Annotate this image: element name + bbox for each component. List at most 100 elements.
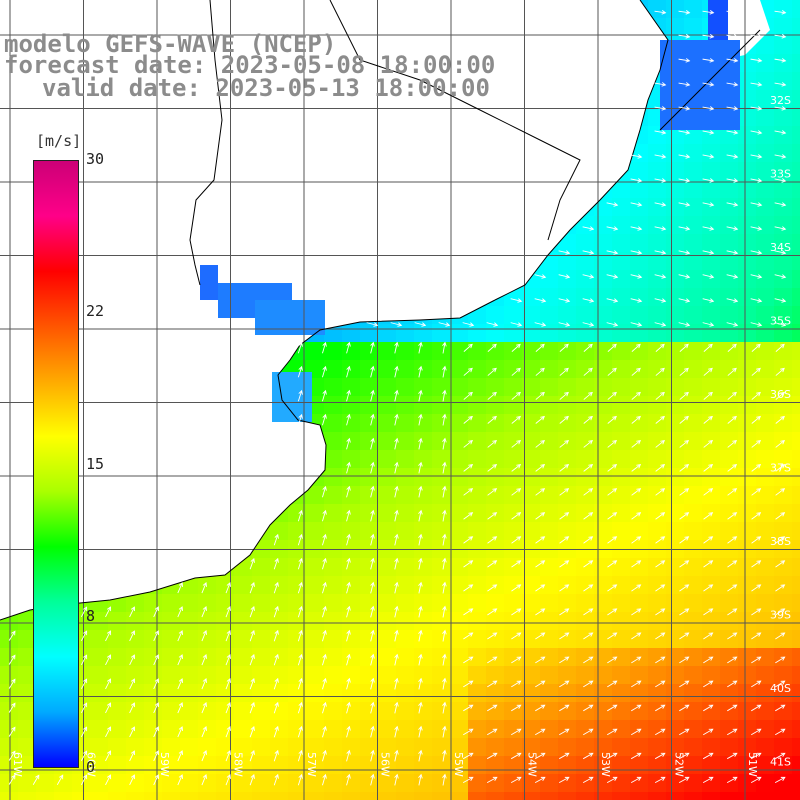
wind-arrow (607, 391, 617, 400)
lat-label-37S: 37S (770, 462, 791, 475)
wind-arrow (751, 367, 761, 376)
wind-arrow (201, 726, 207, 738)
wind-arrow (655, 464, 666, 472)
wind-arrow (463, 704, 474, 712)
wind-arrow (390, 322, 403, 327)
wind-arrow (583, 367, 593, 376)
wind-arrow (775, 680, 786, 688)
wind-arrow (727, 728, 738, 736)
wind-arrow (558, 274, 571, 279)
wind-arrow (297, 509, 303, 522)
wind-arrow (370, 725, 375, 738)
wind-arrow (727, 680, 738, 688)
wind-arrow (487, 391, 497, 400)
lon-label-56W: 56W (379, 752, 392, 777)
wind-arrow (462, 776, 474, 784)
wind-arrow (679, 632, 690, 640)
wind-arrow (418, 413, 423, 426)
wind-arrow (8, 678, 16, 689)
wind-arrow (442, 341, 447, 354)
wind-arrow (370, 557, 375, 570)
wind-arrow (726, 154, 739, 159)
wind-arrow (751, 439, 762, 448)
wind-arrow (606, 752, 618, 760)
wind-arrow (322, 341, 327, 354)
wind-arrow (775, 512, 786, 520)
wind-arrow (727, 512, 738, 520)
wind-arrow (559, 728, 570, 736)
wind-arrow (559, 536, 570, 544)
wind-arrow (297, 773, 303, 786)
wind-arrow (249, 653, 255, 666)
wind-arrow (774, 34, 787, 39)
wind-arrow (535, 704, 546, 712)
wind-arrow (630, 274, 643, 279)
lat-label-36S: 36S (770, 388, 791, 401)
wind-arrow (775, 656, 786, 664)
wind-arrow (370, 485, 375, 498)
wind-arrow (273, 701, 279, 714)
wind-arrow (630, 298, 643, 303)
wind-arrow (607, 704, 618, 712)
wind-arrow (486, 752, 498, 760)
wind-arrow (177, 630, 184, 642)
wind-arrow (654, 250, 667, 255)
wind-arrow (774, 298, 787, 303)
wind-arrow (153, 678, 160, 690)
wind-arrow (774, 58, 787, 63)
wind-arrow (370, 701, 375, 714)
wind-arrow (726, 10, 739, 15)
wind-arrow (394, 773, 399, 786)
wind-arrow (487, 439, 498, 448)
wind-arrow (346, 653, 351, 666)
wind-arrow (631, 680, 642, 688)
wind-arrow (535, 680, 546, 688)
wind-arrow (775, 439, 786, 448)
wind-arrow (201, 654, 207, 666)
wind-arrow (487, 656, 498, 664)
wind-arrow (511, 608, 522, 616)
wind-arrow (559, 656, 570, 664)
wind-arrow (487, 488, 498, 496)
wind-arrow (607, 464, 618, 472)
wind-arrow (702, 274, 715, 279)
wind-arrow (703, 367, 713, 376)
wind-arrow (774, 82, 787, 87)
wind-arrow (750, 82, 763, 87)
wind-arrow (727, 584, 738, 592)
wind-arrow (418, 533, 423, 546)
wind-arrow (249, 629, 255, 642)
wind-arrow (511, 464, 522, 472)
wind-arrow (726, 58, 739, 63)
wind-arrow (129, 678, 136, 690)
wind-arrow (511, 439, 522, 448)
wind-arrow (582, 274, 595, 279)
wind-arrow (607, 584, 618, 592)
wind-arrow (559, 680, 570, 688)
wind-arrow (654, 202, 667, 207)
wind-arrow (702, 130, 715, 135)
wind-arrow (463, 391, 473, 400)
wind-arrow (702, 154, 715, 159)
wind-arrow (370, 413, 375, 426)
wind-arrow (774, 250, 787, 255)
wind-arrow (249, 701, 255, 714)
wind-arrow (370, 437, 375, 450)
lat-label-33S: 33S (770, 168, 791, 181)
wind-arrow (297, 413, 303, 426)
wind-arrow (463, 560, 474, 568)
wind-arrow (750, 752, 762, 760)
wind-arrow (582, 752, 594, 760)
wind-arrow (442, 749, 447, 762)
wind-arrow (297, 605, 303, 618)
lon-label-52W: 52W (673, 752, 686, 777)
wind-arrow (726, 82, 739, 87)
wind-arrow (679, 608, 690, 616)
wind-arrow (442, 533, 447, 546)
wind-arrow (678, 154, 691, 159)
wind-arrow (751, 608, 762, 616)
title-forecast-date: forecast date: 2023-05-08 18:00:00 (4, 51, 496, 79)
wind-arrow (583, 704, 594, 712)
wind-arrow (654, 298, 667, 303)
